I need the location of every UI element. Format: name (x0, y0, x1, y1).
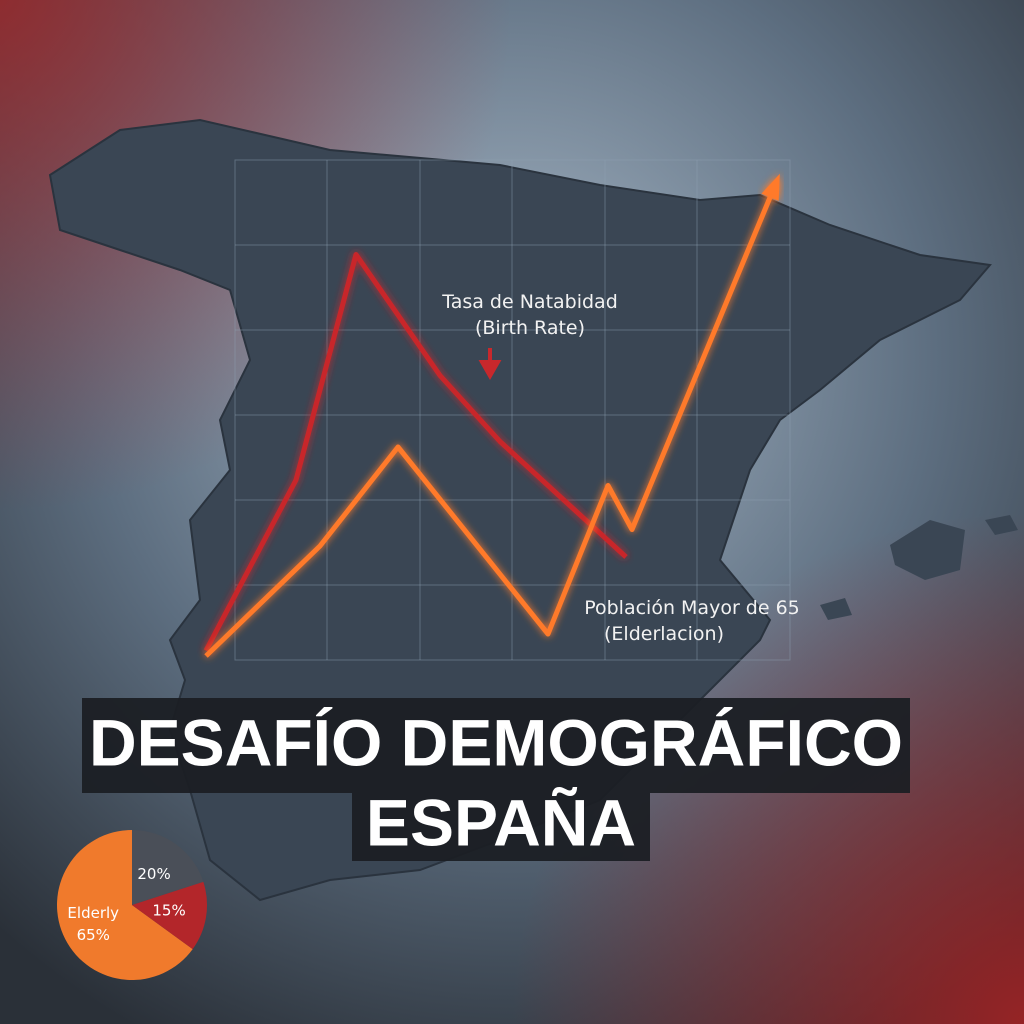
data-line (204, 182, 779, 658)
title-box (82, 698, 910, 793)
pie-chart: Elderly 65% 20% 15% (57, 830, 207, 980)
annotation: (Elderlacion) (604, 623, 724, 645)
pie-slice (57, 830, 193, 980)
pie-slice (132, 881, 207, 950)
annotation-arrow (478, 348, 502, 381)
map-island (985, 515, 1018, 535)
pie-value-label: 20% (137, 865, 170, 883)
annotation: Población Mayor de 65 (584, 597, 800, 619)
title: ESPAÑA (366, 785, 636, 859)
plot (203, 173, 780, 658)
pie-label: Elderly (67, 904, 119, 922)
title: DESAFÍO DEMOGRÁFICO (89, 705, 903, 779)
data-line (203, 252, 628, 652)
map-island (820, 598, 852, 620)
pie-value-label: 15% (152, 901, 185, 919)
title-box (352, 793, 650, 861)
annotation: Tasa de Natabidad (441, 291, 618, 313)
annotation: (Birth Rate) (475, 317, 585, 339)
arrow-head (761, 173, 780, 201)
pie-value-label: 65% (77, 926, 110, 944)
map-island (890, 520, 965, 580)
grid (234, 159, 791, 661)
pie-slice (132, 830, 204, 905)
